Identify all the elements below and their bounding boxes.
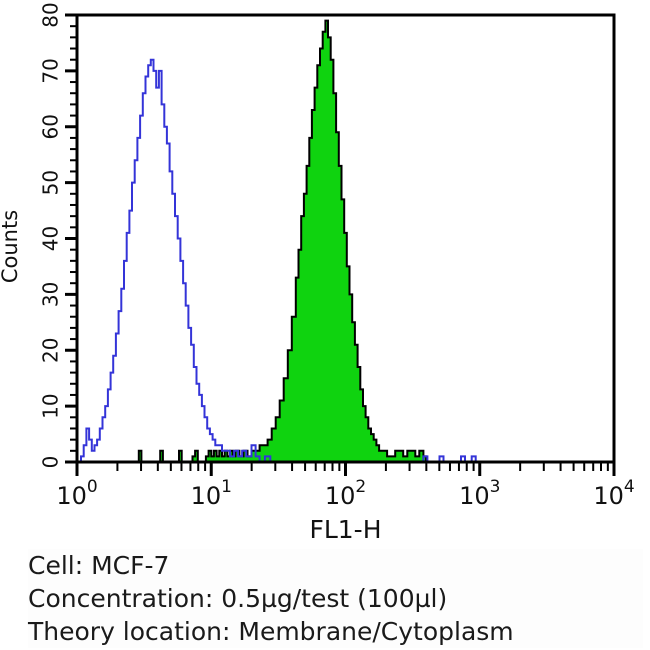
y-tick-label: 40 bbox=[39, 226, 63, 251]
y-tick-label: 10 bbox=[39, 393, 63, 418]
x-tick-label: 103 bbox=[459, 477, 500, 510]
plot-frame bbox=[75, 13, 616, 464]
green-filled-histogram bbox=[77, 19, 614, 463]
x-tick-label: 100 bbox=[56, 477, 97, 510]
caption-theory-location-line: Theory location: Membrane/Cytoplasm bbox=[28, 615, 643, 648]
caption-cell-line: Cell: MCF-7 bbox=[28, 549, 643, 582]
x-axis-title: FL1-H bbox=[309, 515, 381, 544]
caption-block: Cell: MCF-7 Concentration: 0.5µg/test (1… bbox=[28, 549, 643, 648]
x-tick-label: 102 bbox=[325, 477, 366, 510]
y-axis: 0 10 20 30 40 50 60 70 80 Counts bbox=[0, 2, 76, 468]
flow-histogram-svg: 0 10 20 30 40 50 60 70 80 Counts 100 101 102 103 104 FL… bbox=[0, 2, 635, 544]
y-tick-label: 30 bbox=[39, 282, 63, 307]
y-tick-label: 80 bbox=[39, 2, 63, 27]
y-tick-label: 60 bbox=[39, 114, 63, 139]
blue-open-histogram bbox=[77, 58, 614, 463]
x-axis: 100 101 102 103 104 FL1-H bbox=[56, 463, 635, 544]
histogram-chart: 0 10 20 30 40 50 60 70 80 Counts 100 101 102 103 104 FL… bbox=[0, 2, 635, 544]
y-tick-label: 70 bbox=[39, 58, 63, 83]
y-tick-label: 50 bbox=[39, 170, 63, 195]
x-tick-label: 101 bbox=[191, 477, 232, 510]
x-tick-label: 104 bbox=[593, 477, 634, 510]
caption-concentration-line: Concentration: 0.5µg/test (100µl) bbox=[28, 582, 643, 615]
y-tick-label: 20 bbox=[39, 338, 63, 363]
y-tick-label: 0 bbox=[39, 456, 63, 469]
y-axis-title: Counts bbox=[0, 210, 22, 283]
